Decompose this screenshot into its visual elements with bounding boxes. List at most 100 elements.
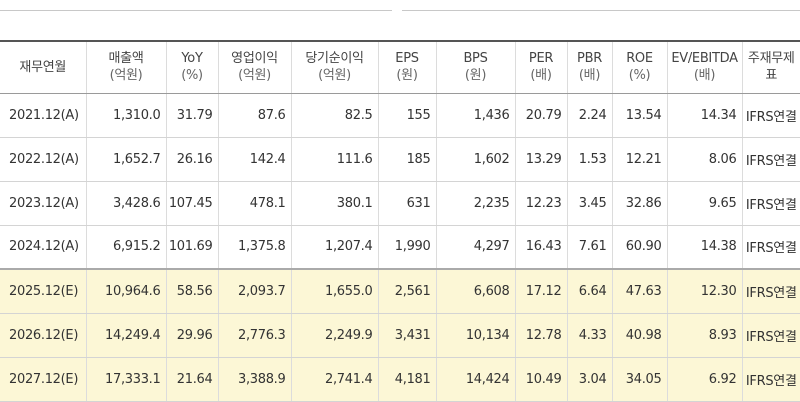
column-header-label: 영업이익 — [231, 51, 278, 67]
value-cell: 111.6 — [291, 137, 379, 182]
period-cell: 2022.12(A) — [0, 137, 87, 182]
value-cell: 10.49 — [515, 357, 568, 402]
statement-basis-cell: IFRS연결 — [742, 225, 800, 270]
column-header-label: PBR — [577, 51, 602, 67]
column-header: YoY (%) — [166, 40, 219, 94]
value-cell: 87.6 — [218, 93, 292, 138]
value-cell: 13.54 — [612, 93, 668, 138]
statement-basis-cell: IFRS연결 — [742, 181, 800, 226]
value-cell: 7.61 — [567, 225, 613, 270]
column-header: PER (배) — [515, 40, 568, 94]
value-cell: 1,990 — [378, 225, 437, 270]
value-cell: 4,297 — [436, 225, 516, 270]
value-cell: 6,915.2 — [86, 225, 167, 270]
value-cell: 1,655.0 — [291, 268, 379, 314]
value-cell: 380.1 — [291, 181, 379, 226]
column-header: 주재무제표 — [742, 40, 800, 94]
period-cell: 2023.12(A) — [0, 181, 87, 226]
column-header-label: 주재무제표 — [747, 51, 795, 84]
value-cell: 6,608 — [436, 268, 516, 314]
value-cell: 13.29 — [515, 137, 568, 182]
value-cell: 2.24 — [567, 93, 613, 138]
period-cell: 2021.12(A) — [0, 93, 87, 138]
column-header-unit: (배) — [578, 68, 601, 84]
value-cell: 8.06 — [667, 137, 743, 182]
value-cell: 1,375.8 — [218, 225, 292, 270]
table-row: 2026.12(E) 14,249.4 29.96 2,776.3 2,249.9 3,4… — [0, 313, 800, 358]
value-cell: 31.79 — [166, 93, 219, 138]
value-cell: 2,561 — [378, 268, 437, 314]
period-cell: 2027.12(E) — [0, 357, 87, 402]
statement-basis-cell: IFRS연결 — [742, 268, 800, 314]
value-cell: 4,181 — [378, 357, 437, 402]
value-cell: 6.92 — [667, 357, 743, 402]
table-row: 2025.12(E) 10,964.6 58.56 2,093.7 1,655.0 2,5… — [0, 268, 800, 314]
column-header-unit: (억원) — [238, 68, 271, 84]
value-cell: 478.1 — [218, 181, 292, 226]
value-cell: 12.30 — [667, 268, 743, 314]
financial-summary-table: 재무연월 매출액 (억원) YoY (%) 영업이익 (억원) 당기순이익 (억원) EPS (원)… — [0, 40, 800, 402]
period-cell: 2026.12(E) — [0, 313, 87, 358]
column-header-label: PER — [528, 51, 554, 67]
value-cell: 1,652.7 — [86, 137, 167, 182]
value-cell: 3,388.9 — [218, 357, 292, 402]
value-cell: 8.93 — [667, 313, 743, 358]
value-cell: 9.65 — [667, 181, 743, 226]
value-cell: 32.86 — [612, 181, 668, 226]
value-cell: 20.79 — [515, 93, 568, 138]
table-row: 2024.12(A) 6,915.2 101.69 1,375.8 1,207.4 1,9… — [0, 225, 800, 270]
value-cell: 1,310.0 — [86, 93, 167, 138]
statement-basis-cell: IFRS연결 — [742, 313, 800, 358]
value-cell: 12.23 — [515, 181, 568, 226]
column-header-unit: (%) — [628, 68, 651, 84]
column-header: ROE (%) — [612, 40, 668, 94]
statement-basis-cell: IFRS연결 — [742, 357, 800, 402]
value-cell: 155 — [378, 93, 437, 138]
value-cell: 1,436 — [436, 93, 516, 138]
value-cell: 10,134 — [436, 313, 516, 358]
statement-basis-cell: IFRS연결 — [742, 93, 800, 138]
value-cell: 26.16 — [166, 137, 219, 182]
column-header: 매출액 (억원) — [86, 40, 167, 94]
top-divider-right — [402, 10, 800, 11]
column-header: BPS (원) — [436, 40, 516, 94]
value-cell: 14,249.4 — [86, 313, 167, 358]
value-cell: 3.04 — [567, 357, 613, 402]
value-cell: 2,235 — [436, 181, 516, 226]
value-cell: 1,207.4 — [291, 225, 379, 270]
value-cell: 4.33 — [567, 313, 613, 358]
value-cell: 3,428.6 — [86, 181, 167, 226]
table-row: 2023.12(A) 3,428.6 107.45 478.1 380.1 631 2,23… — [0, 181, 800, 226]
column-header-unit: (원) — [464, 68, 487, 84]
value-cell: 47.63 — [612, 268, 668, 314]
column-header-label: 매출액 — [108, 51, 144, 67]
value-cell: 2,776.3 — [218, 313, 292, 358]
value-cell: 12.78 — [515, 313, 568, 358]
value-cell: 14.34 — [667, 93, 743, 138]
value-cell: 107.45 — [166, 181, 219, 226]
table-row: 2027.12(E) 17,333.1 21.64 3,388.9 2,741.4 4,1… — [0, 357, 800, 402]
column-header: EV/EBITDA (배) — [667, 40, 743, 94]
value-cell: 10,964.6 — [86, 268, 167, 314]
value-cell: 40.98 — [612, 313, 668, 358]
table-header-row: 재무연월 매출액 (억원) YoY (%) 영업이익 (억원) 당기순이익 (억원) EPS (원)… — [0, 40, 800, 94]
column-header: 재무연월 — [0, 40, 87, 94]
value-cell: 2,249.9 — [291, 313, 379, 358]
value-cell: 29.96 — [166, 313, 219, 358]
period-cell: 2024.12(A) — [0, 225, 87, 270]
column-header-label: ROE — [626, 51, 653, 67]
table-body: 2021.12(A) 1,310.0 31.79 87.6 82.5 155 1,436 20… — [0, 93, 800, 402]
value-cell: 16.43 — [515, 225, 568, 270]
column-header-unit: (배) — [530, 68, 552, 84]
value-cell: 101.69 — [166, 225, 219, 270]
column-header-label: BPS — [463, 51, 488, 67]
value-cell: 3,431 — [378, 313, 437, 358]
column-header-unit: (억원) — [318, 68, 351, 84]
value-cell: 185 — [378, 137, 437, 182]
value-cell: 6.64 — [567, 268, 613, 314]
value-cell: 1.53 — [567, 137, 613, 182]
column-header-unit: (%) — [181, 68, 203, 84]
statement-basis-cell: IFRS연결 — [742, 137, 800, 182]
column-header-unit: (배) — [693, 68, 716, 84]
top-divider-left — [0, 10, 392, 11]
